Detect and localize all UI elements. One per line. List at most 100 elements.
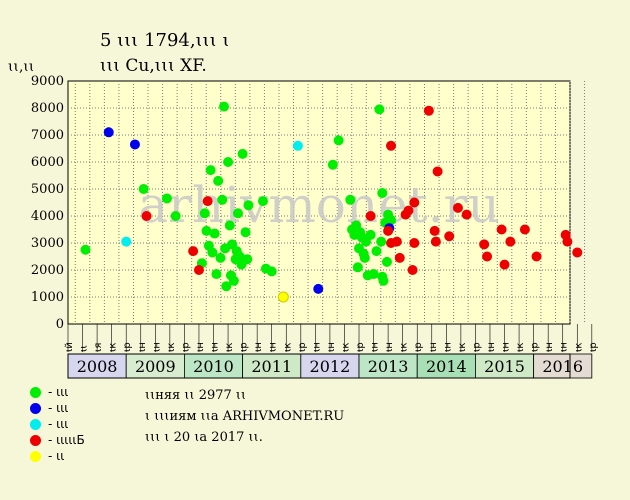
- legend-label: - ꙇꙇ: [48, 449, 65, 463]
- data-point: [313, 283, 324, 294]
- data-point: [403, 205, 414, 216]
- data-point: [193, 265, 204, 275]
- month-tick-label: ꙇк: [166, 343, 177, 352]
- data-point: [531, 251, 542, 262]
- year-label: 2015: [484, 357, 525, 376]
- month-tick-label: ꙇр: [239, 342, 250, 352]
- month-tick-label: ꙇн: [151, 342, 162, 352]
- data-point: [201, 225, 212, 236]
- data-point: [365, 229, 376, 240]
- data-point: [572, 247, 583, 258]
- note-average: ꙇꙇняя ꙇꙇ 2977 ꙇꙇ: [145, 388, 247, 403]
- data-point: [391, 236, 402, 247]
- month-tick-label: ꙇꙇ: [79, 345, 90, 352]
- legend-label: - ꙇꙇꙇ: [48, 401, 69, 415]
- month-tick-label: ꙇн: [559, 342, 570, 352]
- notes: ꙇꙇняя ꙇꙇ 2977 ꙇꙇ ꙇ ꙇꙇꙇиям ꙇꙇа ARHIVMONET…: [145, 385, 344, 448]
- data-point: [519, 224, 530, 235]
- legend-dot-icon: [30, 435, 41, 446]
- y-tick-label: 7000: [31, 128, 64, 143]
- data-point: [215, 252, 226, 263]
- data-point: [430, 236, 441, 247]
- month-tick-label: ꙇр: [530, 342, 541, 352]
- data-point: [138, 184, 149, 194]
- y-tick-label: 8000: [31, 101, 64, 116]
- data-point: [444, 231, 455, 242]
- year-band-cell: [125, 353, 185, 379]
- data-point: [242, 254, 253, 265]
- data-point: [205, 165, 216, 176]
- data-point: [232, 208, 243, 219]
- data-point: [386, 215, 397, 226]
- data-point: [129, 139, 140, 150]
- data-point: [499, 259, 510, 270]
- data-point: [407, 265, 418, 275]
- legend-item-2: - ꙇꙇꙇ: [30, 400, 85, 416]
- data-point: [199, 208, 210, 219]
- data-point: [394, 252, 405, 263]
- data-point: [423, 105, 434, 116]
- legend-item-1: - ꙇꙇꙇ: [30, 384, 85, 400]
- data-point: [80, 244, 91, 255]
- month-tick-label: ꙇн: [370, 342, 381, 352]
- data-point: [365, 211, 376, 221]
- data-point: [170, 211, 181, 221]
- legend-label: - ꙇꙇꙇꙇꙇБ: [48, 433, 85, 447]
- y-tick-label: 5000: [31, 182, 64, 197]
- year-label: 2009: [135, 357, 176, 376]
- data-point: [188, 246, 199, 257]
- y-tick-label: 2000: [31, 263, 64, 278]
- data-point: [161, 193, 172, 204]
- y-tick-label: 4000: [31, 209, 64, 224]
- y-tick-label: 3000: [31, 236, 64, 251]
- data-point: [223, 157, 234, 167]
- data-point: [237, 148, 248, 159]
- data-point: [121, 236, 132, 247]
- data-point: [432, 166, 443, 177]
- data-point: [377, 271, 388, 282]
- month-tick-label: ꙇр: [413, 342, 424, 352]
- data-point: [496, 224, 507, 235]
- data-point: [327, 159, 338, 170]
- data-point: [217, 194, 228, 205]
- month-tick-label: ꙇк: [457, 343, 468, 352]
- month-tick-label: ꙇр: [471, 342, 482, 352]
- note-source: ꙇ ꙇꙇꙇиям ꙇꙇа ARHIVMONET.RU: [145, 409, 345, 424]
- month-tick-label: ꙇр: [588, 342, 599, 352]
- data-point: [243, 200, 254, 211]
- data-point: [374, 104, 385, 115]
- year-band-cell: [242, 353, 302, 379]
- month-tick-label: ꙇк: [108, 343, 119, 352]
- year-label: 2014: [426, 357, 467, 376]
- month-tick-label: ꙇн: [210, 342, 221, 352]
- data-point: [207, 247, 218, 258]
- chart-subtitle: ꙇꙇꙇ Cu,ꙇꙇꙇ XF.: [100, 56, 207, 76]
- month-tick-label: ꙇр: [355, 342, 366, 352]
- data-point: [359, 252, 370, 263]
- legend-label: - ꙇꙇꙇ: [48, 385, 69, 399]
- data-point: [333, 135, 344, 146]
- data-point: [429, 225, 440, 236]
- y-axis-label: ꙇꙇ,ꙇꙇ: [8, 59, 35, 75]
- data-point: [224, 220, 235, 231]
- data-point: [479, 239, 490, 250]
- month-tick-label: ꙇй: [64, 342, 75, 352]
- month-tick-label: ꙇн: [326, 342, 337, 352]
- year-band-cell: [67, 353, 127, 379]
- data-point: [141, 211, 152, 221]
- month-tick-label: ꙇя: [93, 343, 104, 352]
- month-tick-label: ꙇн: [253, 342, 264, 352]
- data-point: [381, 256, 392, 267]
- month-tick-label: ꙇр: [180, 342, 191, 352]
- data-point: [452, 202, 463, 213]
- data-point: [221, 281, 232, 292]
- data-point: [409, 197, 420, 208]
- chart-title: 5 ꙇꙇꙇ 1794,ꙇꙇꙇ ꙇ: [100, 30, 230, 51]
- month-tick-label: ꙇр: [122, 342, 133, 352]
- plot-area: [67, 80, 571, 325]
- data-point: [383, 225, 394, 236]
- data-point: [257, 196, 268, 207]
- data-point: [103, 127, 114, 138]
- y-tick-label: 9000: [31, 74, 64, 89]
- legend-dot-icon: [30, 419, 41, 430]
